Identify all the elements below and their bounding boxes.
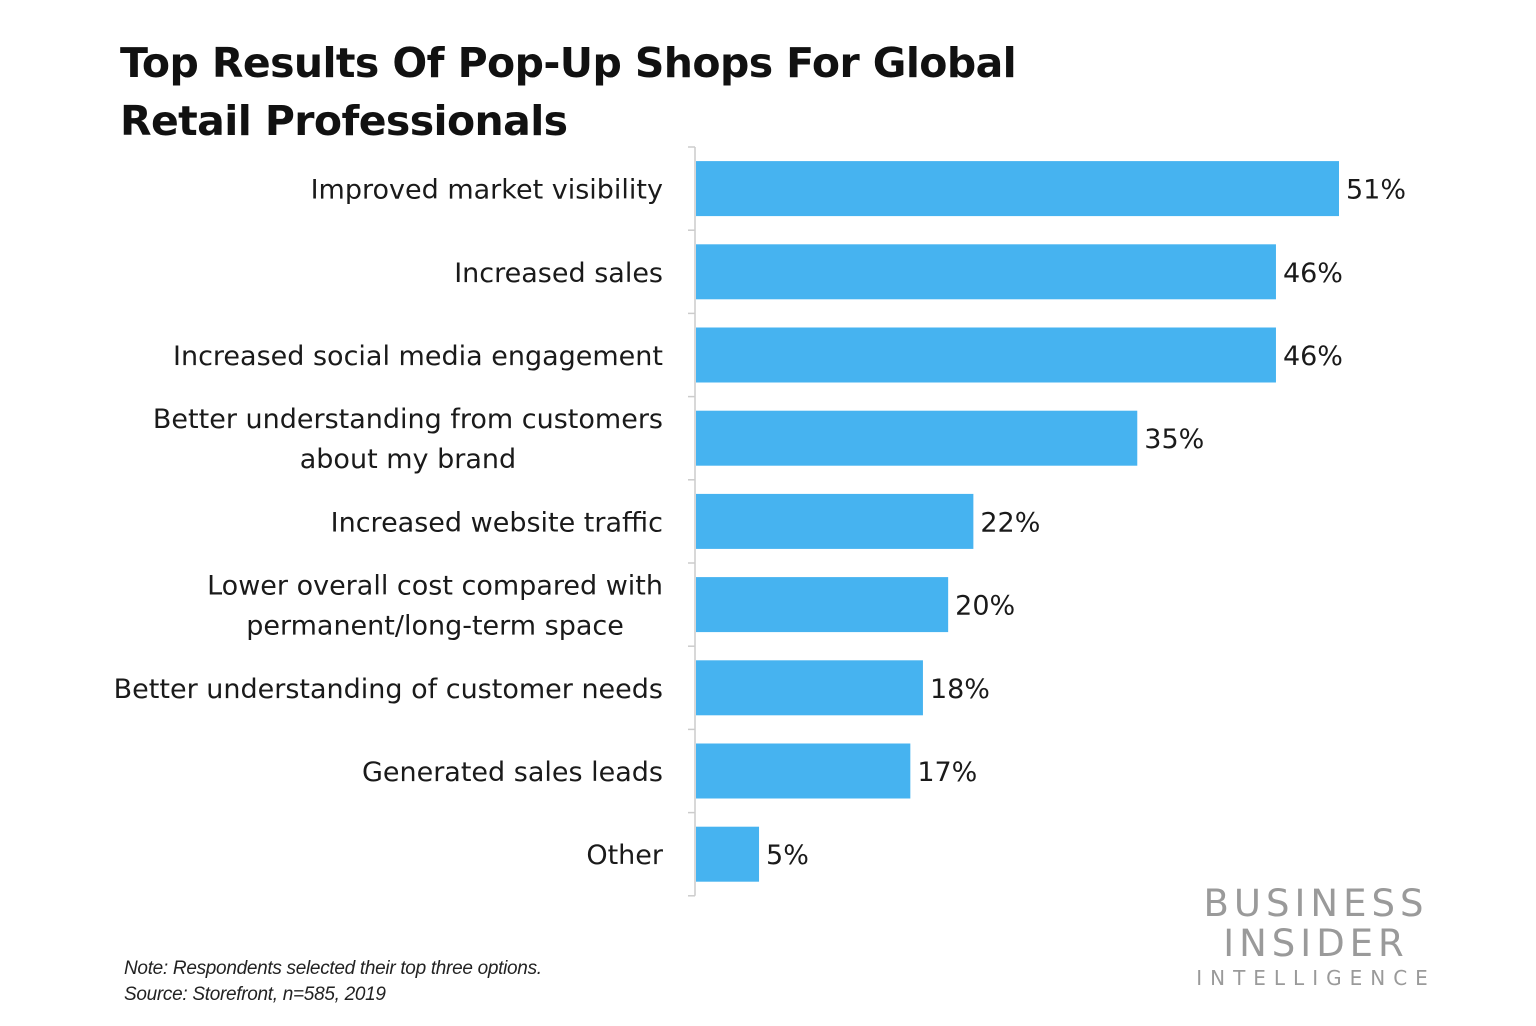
category-label: Generated sales leads [362, 757, 663, 788]
category-label-line2: about my brand [300, 444, 516, 475]
bar [696, 743, 911, 799]
bar [696, 493, 974, 549]
bar [696, 161, 1339, 217]
category-label: Other [586, 840, 664, 871]
chart-title: Top Results Of Pop-Up Shops For Global R… [120, 39, 1017, 145]
bar-value-label: 51% [1346, 175, 1406, 206]
bar [696, 826, 760, 882]
bar-value-label: 18% [930, 674, 990, 705]
category-label: Increased sales [454, 258, 663, 289]
chart-note: Note: Respondents selected their top thr… [124, 958, 542, 979]
bar-value-label: 46% [1283, 341, 1343, 372]
bar-value-label: 5% [766, 840, 809, 871]
category-label: Increased social media engagement [173, 341, 663, 372]
bar-value-label: 35% [1144, 424, 1204, 455]
bar [696, 660, 923, 716]
business-insider-intelligence-logo: BUSINESS INSIDER INTELLIGENCE [1196, 884, 1436, 992]
bar-value-label: 17% [917, 757, 977, 788]
bar [696, 327, 1276, 383]
category-label: Improved market visibility [311, 175, 663, 206]
bar [696, 244, 1276, 300]
bar [696, 577, 949, 633]
category-label-line2: permanent/long-term space [246, 611, 624, 642]
bar-value-label: 22% [980, 507, 1040, 538]
logo-line-business: BUSINESS [1203, 882, 1429, 925]
chart-source: Source: Storefront, n=585, 2019 [124, 984, 386, 1005]
category-label: Better understanding of customer needs [114, 674, 663, 705]
logo-line-insider: INSIDER [1223, 922, 1409, 965]
bar-value-label: 46% [1283, 258, 1343, 289]
logo-line-intelligence: INTELLIGENCE [1196, 966, 1436, 990]
category-label: Lower overall cost compared with [207, 571, 663, 602]
bar-value-label: 20% [955, 591, 1015, 622]
category-label: Increased website traffic [331, 507, 663, 538]
category-label: Better understanding from customers [153, 404, 663, 435]
bar [696, 410, 1138, 466]
